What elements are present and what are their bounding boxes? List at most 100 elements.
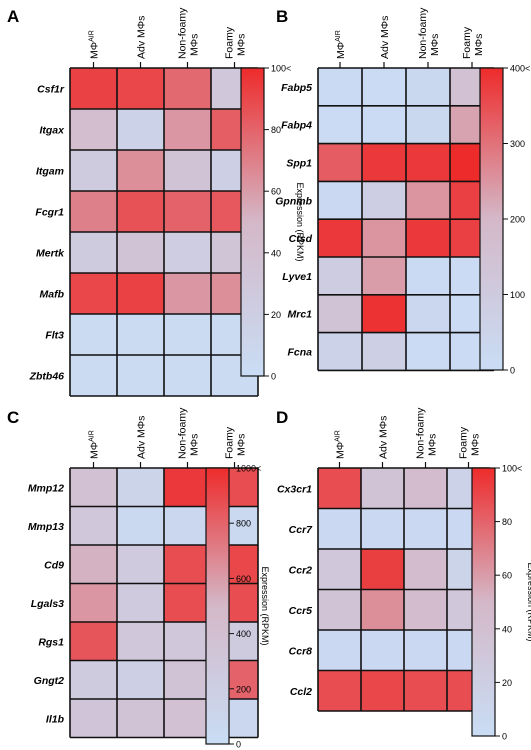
column-label-text: Non-foamy [177,7,189,59]
column-label-text: MΦs [189,34,201,56]
column-label-text: MΦs [427,434,439,456]
heatmap-cell [318,219,362,257]
colorbar-tick-label: 100< [502,464,522,474]
column-label: Adv MΦs [136,416,148,459]
row-label: Itgax [39,125,65,137]
heatmap-cell [117,699,164,738]
row-label: Lyve1 [282,271,312,283]
heatmap-cell [70,545,117,584]
colorbar-tick-label: 0 [510,366,515,376]
heatmap-cell [404,670,447,711]
column-label: Foamy MΦs [224,426,248,459]
heatmap-cell [164,699,211,738]
heatmap-cell [362,105,406,144]
row-label: Fcna [287,347,312,359]
row-label: Mmp12 [28,482,64,494]
heatmap-cell [117,314,164,355]
column-label: Non-foamy MΦs [177,407,201,459]
heatmap-cell [164,109,211,150]
heatmap-cell [318,630,361,671]
heatmap-panel-c: C Mmp12 Mmp13 Cd9 Lgals3 Rgs1 Gngt2 Il1b MΦAIR Ad… [7,407,270,750]
column-label: MΦAIR [89,430,101,459]
heatmap-cell [70,468,117,507]
heatmap-cell [70,660,117,699]
row-label: Zbtb46 [29,371,65,383]
heatmap-cell [406,105,450,144]
column-label: Foamy MΦs [224,26,248,59]
heatmap-cell [318,589,361,630]
colorbar-tick-label: 0 [502,732,507,742]
heatmap-cell [164,232,211,273]
heatmap-cell [117,468,164,507]
heatmap-cell [117,150,164,191]
heatmap-cell [70,355,117,396]
row-label: Ccl2 [290,686,312,698]
heatmap-cell [70,622,117,661]
column-label-text: MΦs [429,34,441,56]
panel-letter: C [7,408,19,427]
heatmap-cell [164,314,211,355]
column-label: MΦAIR [89,30,101,59]
column-label-text: MΦAIR [335,430,347,459]
column-label-text: Foamy [458,426,470,459]
heatmap-cell [318,143,362,182]
heatmap-cell [164,660,211,699]
heatmap-cell [70,273,117,314]
heatmap-cell [362,294,406,333]
heatmap-cell [406,181,450,220]
heatmap-cell [117,191,164,232]
colorbar-title: Expression (RPKM) [260,566,270,645]
column-label: Adv MΦs [379,16,391,59]
colorbar-tick-label: 200 [236,684,251,694]
colorbar-tick-label: 80 [271,125,281,135]
row-label: Flt3 [45,330,64,342]
column-label-text: MΦs [470,434,482,456]
heatmap-cell [404,630,447,671]
heatmap-cell [406,257,450,295]
heatmap-panel-a: A Csf1r Itgax Itgam Fcgr1 Mertk Mafb Flt3 Zbtb46… [7,7,305,397]
heatmap-cell [117,68,164,109]
heatmap-cell [117,506,164,545]
row-label: Cd9 [44,559,64,571]
heatmap-cell [406,68,450,106]
panel-letter: D [276,408,288,427]
heatmap-cell [117,109,164,150]
colorbar-tick-label: 60 [271,187,281,197]
column-label: Non-foamy MΦs [415,407,439,459]
column-label: Foamy MΦs [458,426,482,459]
colorbar-tick-label: 300 [510,139,525,149]
heatmap-cell [361,670,404,711]
row-label: Mrc1 [287,309,312,321]
column-label-text: MΦAIR [335,30,347,59]
colorbar-tick-label: 20 [271,310,281,320]
row-label: Ccr8 [289,645,313,657]
heatmap-cell [164,506,211,545]
column-label-text: MΦs [236,434,248,456]
row-label: Lgals3 [31,598,64,610]
column-label-text: Adv MΦs [136,416,148,459]
column-label-text: Non-foamy [417,7,429,59]
colorbar-tick-label: 60 [502,571,512,581]
row-label: Rgs1 [38,636,64,648]
heatmap-cell [318,294,362,333]
heatmap-cell [70,68,117,109]
column-label: Non-foamy MΦs [417,7,441,59]
heatmap-cell [318,670,361,711]
heatmap-cell [164,191,211,232]
heatmap-cell [117,622,164,661]
heatmap-cell [406,219,450,257]
heatmap-cell [361,589,404,630]
row-label: Ctsd [289,233,313,245]
colorbar [471,467,496,737]
column-label-text: Foamy [224,426,236,459]
heatmap-cell [361,508,404,549]
heatmap-cell [70,150,117,191]
colorbar [205,467,230,745]
heatmap-cell [361,549,404,590]
heatmap-cell [70,191,117,232]
colorbar-tick-label: 600 [236,574,251,584]
column-label-text: MΦs [189,434,201,456]
column-label-text: MΦs [236,34,248,56]
heatmap-cell [70,583,117,622]
